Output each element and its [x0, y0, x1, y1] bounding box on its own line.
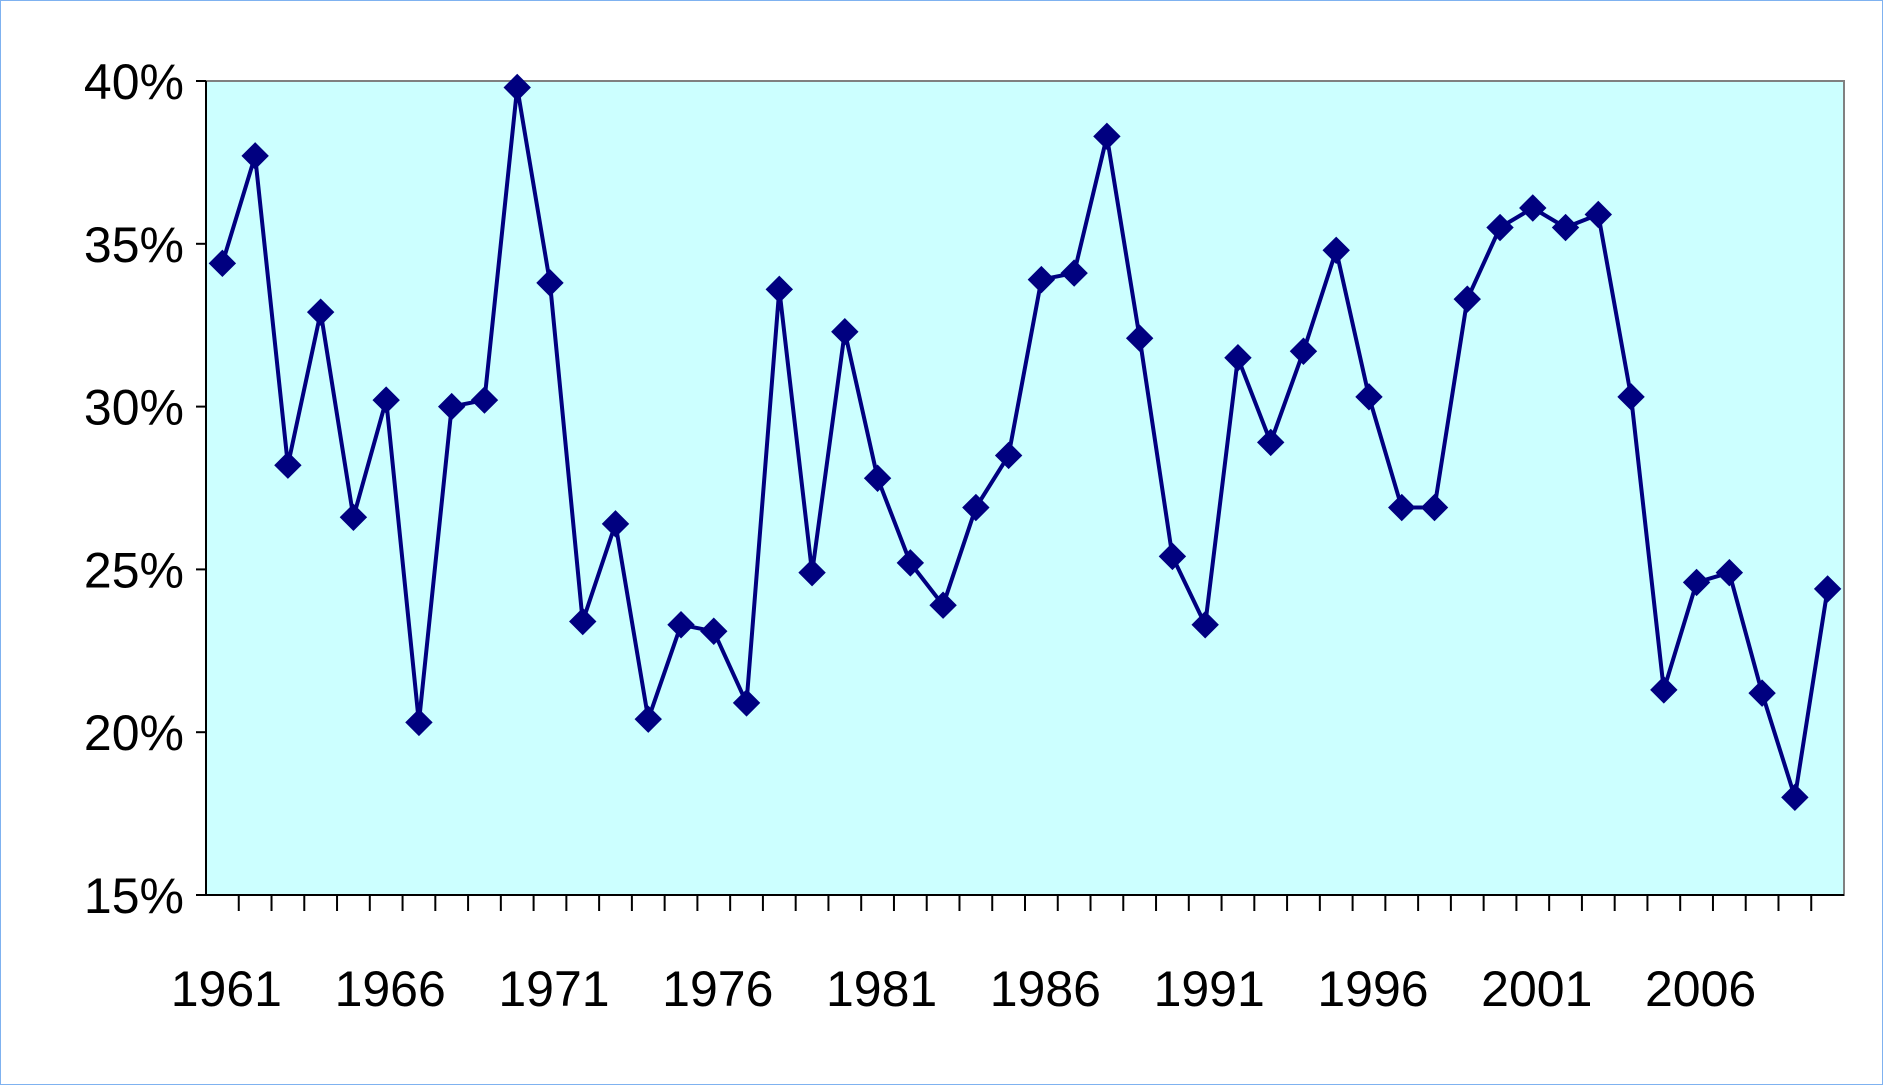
data-point-marker [1388, 493, 1416, 522]
plot-area [205, 80, 1845, 896]
data-point-marker [1158, 542, 1187, 571]
data-point-marker [1453, 285, 1481, 313]
data-point-marker [1781, 783, 1809, 812]
data-point-marker [1289, 337, 1318, 365]
x-tick-label: 1966 [335, 961, 446, 1017]
data-point-marker [601, 510, 630, 538]
x-tick-label: 1981 [826, 961, 937, 1017]
data-point-marker [1584, 200, 1613, 229]
series-group [208, 73, 1842, 812]
data-point-marker [1355, 383, 1383, 411]
x-tick-label: 2001 [1481, 961, 1592, 1017]
data-point-marker [994, 441, 1023, 470]
axes [196, 80, 1844, 911]
data-point-marker [1060, 259, 1088, 287]
data-point-marker [1748, 679, 1776, 707]
data-point-marker [437, 392, 466, 421]
data-point-marker [1715, 558, 1744, 587]
data-point-marker [732, 689, 761, 717]
data-point-marker [208, 249, 237, 278]
data-point-marker [1617, 383, 1645, 411]
tick-labels: 15% 20% 25% 30% 35% 40% 1961 1966 1971 1976 1981 19… [84, 54, 1756, 1017]
x-tick-label: 1976 [662, 961, 773, 1017]
data-point-marker [503, 73, 531, 102]
data-point-marker [1256, 428, 1285, 457]
data-point-marker [1191, 611, 1219, 639]
data-point-marker [1519, 194, 1547, 222]
y-tick-label: 40% [84, 54, 184, 110]
data-point-marker [470, 386, 499, 414]
y-tick-label: 35% [84, 217, 184, 273]
data-point-marker [405, 708, 433, 737]
data-point-marker [1093, 122, 1121, 151]
x-tick-label: 1986 [990, 961, 1101, 1017]
data-point-marker [536, 269, 564, 297]
x-tick-label: 1961 [171, 961, 282, 1017]
data-point-marker [962, 493, 990, 522]
y-tick-label: 30% [84, 380, 184, 436]
data-point-marker [1813, 575, 1842, 603]
x-tick-label: 2006 [1645, 961, 1756, 1017]
data-point-marker [274, 451, 302, 479]
data-point-marker [1125, 324, 1154, 352]
data-point-marker [798, 558, 826, 587]
data-point-marker [700, 617, 728, 645]
data-point-marker [569, 607, 597, 636]
data-point-marker [372, 386, 400, 414]
y-tick-label: 25% [84, 542, 184, 598]
data-point-marker [667, 611, 695, 639]
data-point-marker [831, 318, 859, 346]
data-point-marker [929, 591, 957, 619]
data-point-marker [1486, 213, 1514, 242]
x-tick-label: 1996 [1317, 961, 1428, 1017]
data-point-marker [241, 142, 269, 170]
data-point-marker [896, 549, 925, 577]
data-point-marker [765, 275, 794, 304]
data-point-marker [306, 298, 335, 326]
x-tick-label: 1971 [498, 961, 609, 1017]
data-point-marker [863, 464, 892, 492]
data-point-marker [1682, 568, 1711, 597]
data-point-marker [339, 503, 368, 532]
y-tick-label: 15% [84, 868, 184, 924]
x-tick-label: 1991 [1154, 961, 1265, 1017]
data-point-marker [1650, 676, 1678, 704]
data-point-marker [1551, 213, 1580, 242]
data-point-marker [1027, 265, 1056, 294]
data-point-marker [1322, 236, 1350, 265]
data-point-marker [634, 705, 662, 733]
y-tick-label: 20% [84, 705, 184, 761]
data-point-marker [1224, 344, 1252, 372]
data-point-marker [1420, 493, 1449, 522]
